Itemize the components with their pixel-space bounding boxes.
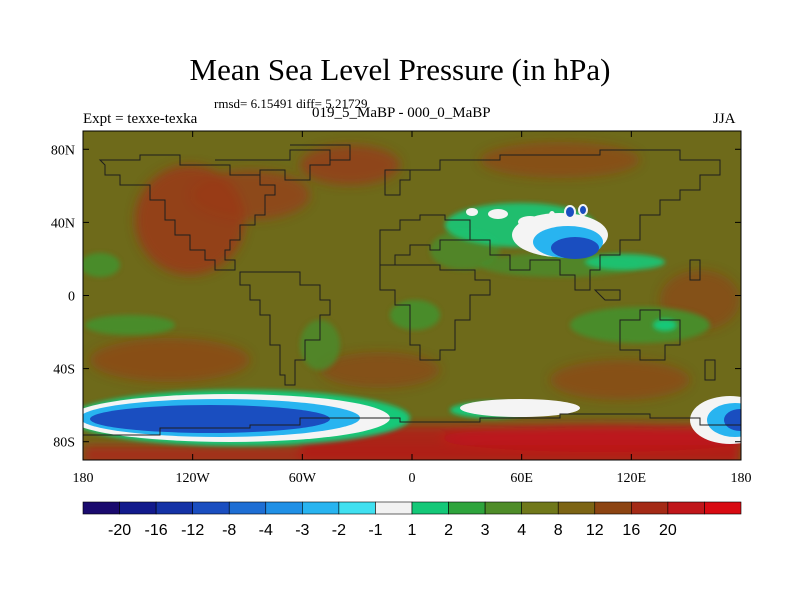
lon-label: 180 — [73, 471, 94, 486]
colorbar-swatch — [521, 501, 559, 515]
colorbar-swatch — [119, 501, 157, 515]
colorbar-label: -20 — [108, 522, 131, 539]
colorbar-label: -12 — [181, 522, 204, 539]
colorbar-label: -1 — [368, 522, 382, 539]
colorbar-swatch — [82, 501, 120, 515]
tibet-low-anomaly — [466, 204, 608, 259]
lat-label: 40S — [53, 363, 75, 378]
colorbar-label: 20 — [659, 522, 677, 539]
colorbar-swatch — [338, 501, 376, 515]
colorbar-label: 3 — [481, 522, 490, 539]
longitude-axis: 180 120W 60W 0 60E 120E 180 — [73, 131, 752, 486]
colorbar-label: -3 — [295, 522, 309, 539]
colorbar-label: 1 — [408, 522, 417, 539]
colorbar-label: 8 — [554, 522, 563, 539]
colorbar-label: -16 — [145, 522, 168, 539]
subtitle: 019_5_MaBP - 000_0_MaBP — [312, 105, 491, 121]
colorbar-swatch — [375, 501, 413, 515]
colorbar-label: -4 — [259, 522, 273, 539]
colorbar-label: -8 — [222, 522, 236, 539]
lat-label: 40N — [51, 216, 75, 231]
positive-anomaly-regions — [90, 142, 740, 400]
lat-label: 0 — [68, 290, 75, 305]
colorbar-swatch — [704, 501, 742, 515]
colorbar-label: 12 — [586, 522, 604, 539]
colorbar-swatch — [594, 501, 632, 515]
pressure-field — [83, 131, 741, 460]
lon-label: 180 — [731, 471, 752, 486]
latitude-axis: 80N 40N 0 40S 80S — [51, 143, 741, 451]
colorbar-swatch — [448, 501, 486, 515]
colorbar-swatch — [302, 501, 340, 515]
colorbar-swatch — [484, 501, 522, 515]
colorbar-swatch — [192, 501, 230, 515]
stats-text: rmsd= 6.15491 diff= 5.21729 — [214, 96, 368, 111]
colorbar-swatch — [155, 501, 193, 515]
colorbar-swatch — [411, 501, 449, 515]
colorbar-label: 16 — [622, 522, 640, 539]
lon-label: 60E — [510, 471, 533, 486]
colorbar: -20 -16 -12 -8 -4 -3 -2 -1 1 2 3 4 8 12 16 20 — [82, 501, 742, 539]
lon-label: 60W — [289, 471, 317, 486]
colorbar-swatch — [265, 501, 303, 515]
lat-label: 80S — [53, 436, 75, 451]
colorbar-swatch — [667, 501, 705, 515]
season-label: JJA — [713, 111, 736, 127]
coastlines — [83, 144, 741, 436]
lon-label: 120W — [176, 471, 211, 486]
experiment-label: Expt = texxe-texka — [83, 111, 198, 127]
lat-label: 80N — [51, 143, 75, 158]
colorbar-label: -2 — [332, 522, 346, 539]
colorbar-swatch — [228, 501, 267, 515]
lon-label: 0 — [409, 471, 416, 486]
lon-label: 120E — [617, 471, 647, 486]
map-title: Mean Sea Level Pressure (in hPa) — [189, 52, 611, 87]
colorbar-label: 2 — [444, 522, 453, 539]
colorbar-label: 4 — [517, 522, 526, 539]
colorbar-swatch — [631, 501, 669, 515]
colorbar-swatch — [557, 501, 596, 515]
